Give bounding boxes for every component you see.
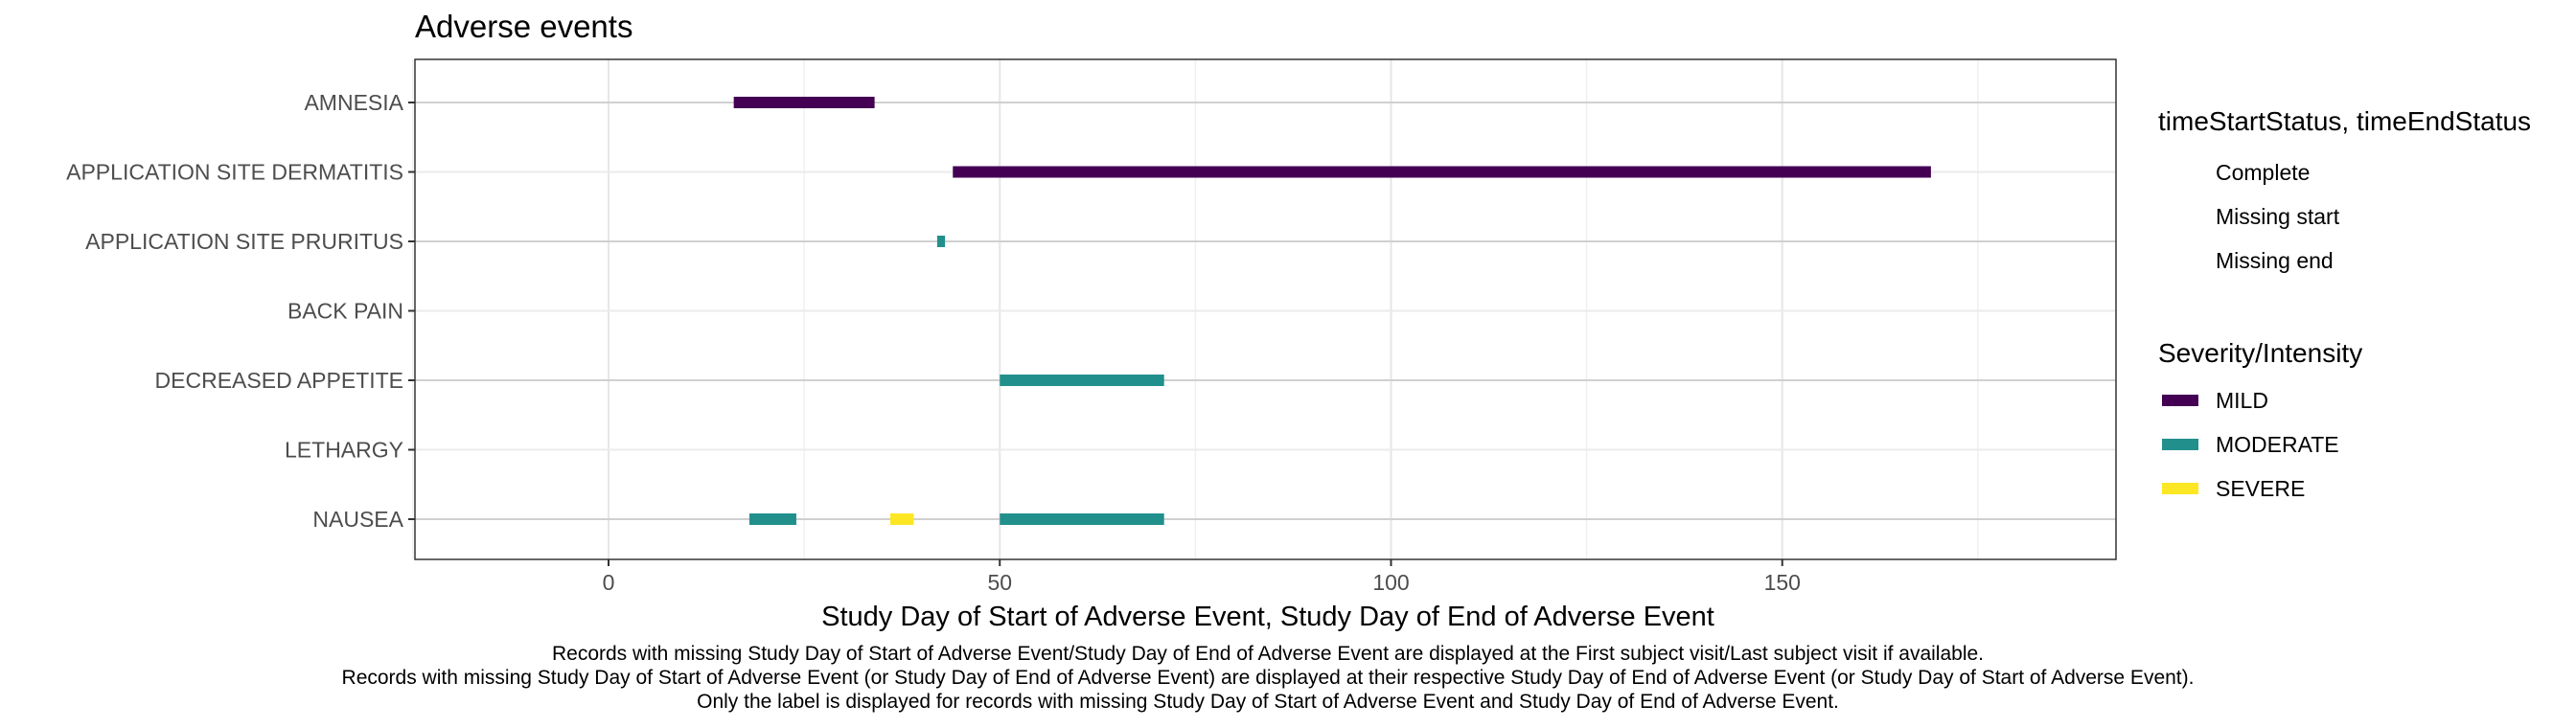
y-tick-label: APPLICATION SITE DERMATITIS: [66, 160, 403, 185]
event-bar-moderate: [1000, 375, 1164, 386]
event-bar-severe: [889, 513, 914, 525]
legend-item-status: Missing start: [2216, 204, 2340, 229]
event-bar-mild: [953, 166, 1931, 178]
legend-item-status: Missing end: [2216, 248, 2334, 273]
x-tick-label: 150: [1764, 570, 1801, 595]
y-tick-label: AMNESIA: [304, 90, 403, 115]
y-tick-label: NAUSEA: [312, 507, 403, 532]
legend-item-severity: MILD: [2216, 388, 2268, 413]
legend-item-status: Complete: [2216, 160, 2310, 185]
legend-item-severity: SEVERE: [2216, 476, 2305, 501]
caption-line-3: Only the label is displayed for records …: [697, 691, 1839, 713]
legend-key-moderate: [2162, 439, 2198, 450]
event-bar-moderate: [1000, 513, 1164, 525]
legend-title-status: timeStartStatus, timeEndStatus: [2158, 106, 2531, 136]
caption-line-2: Records with missing Study Day of Start …: [342, 667, 2195, 689]
legend-item-severity: MODERATE: [2216, 432, 2339, 457]
y-tick-label: LETHARGY: [285, 438, 403, 463]
chart-title: Adverse events: [415, 9, 632, 44]
x-tick-label: 100: [1372, 570, 1409, 595]
legend-key-severe: [2162, 483, 2198, 494]
event-bar-mild: [733, 97, 875, 108]
y-tick-label: APPLICATION SITE PRURITUS: [85, 229, 403, 254]
legend: timeStartStatus, timeEndStatus Complete Mi…: [2158, 106, 2531, 501]
legend-title-severity: Severity/Intensity: [2158, 338, 2362, 368]
legend-key-mild: [2162, 395, 2198, 406]
y-tick-label: DECREASED APPETITE: [155, 368, 403, 393]
x-tick-label: 0: [603, 570, 615, 595]
event-bar-moderate: [748, 513, 796, 525]
plot-panel: AMNESIA APPLICATION SITE DERMATITIS APPLIC…: [66, 58, 2117, 595]
x-tick-label: 50: [987, 570, 1012, 595]
caption-line-1: Records with missing Study Day of Start …: [552, 643, 1984, 665]
x-axis-label: Study Day of Start of Adverse Event, Stu…: [821, 602, 1714, 632]
y-tick-label: BACK PAIN: [288, 299, 403, 324]
event-bar-moderate: [936, 236, 946, 247]
